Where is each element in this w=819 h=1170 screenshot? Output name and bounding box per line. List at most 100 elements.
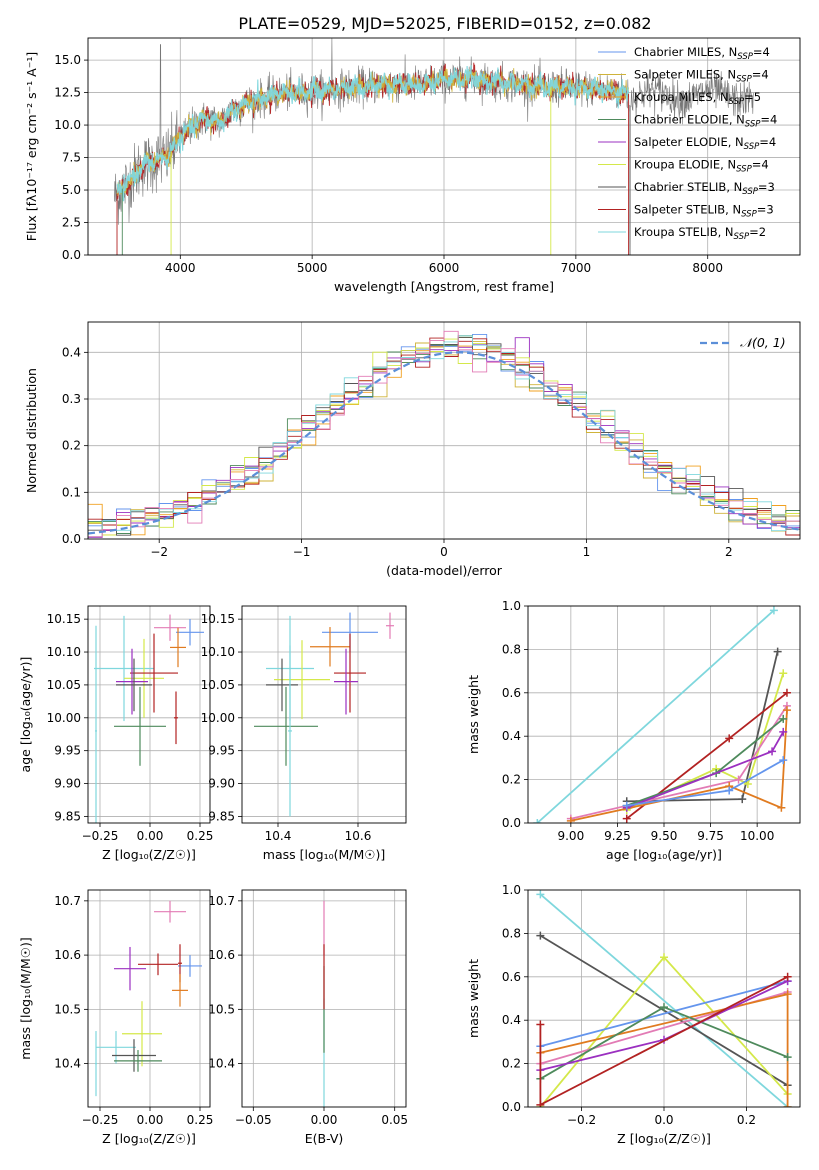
errorbar-point: [96, 1031, 136, 1064]
tick-label-x: 0.2: [737, 1113, 756, 1127]
tick-label-y: 0.2: [502, 1057, 521, 1071]
weight-series: [622, 714, 788, 810]
tick-label-y: 0.1: [62, 485, 81, 499]
errorbar-point: [154, 900, 186, 923]
weight-line: [626, 673, 785, 811]
errorbar-point: [122, 1001, 162, 1067]
y-axis-label: age [log₁₀(age/yr)]: [18, 657, 33, 773]
weight-marker: [743, 779, 752, 788]
tick-label-y: 15.0: [54, 53, 81, 67]
tick-label-y: 0.3: [62, 392, 81, 406]
grid: [528, 889, 800, 1108]
weight-marker: [725, 734, 734, 743]
tick-label-y: 0.6: [502, 970, 521, 984]
weight-line: [570, 710, 788, 822]
panel-age_vs_Z: −0.25 0.00 0.25 9.85 9.90 9.95 10.00 10.05 10.10…: [18, 605, 214, 862]
weight-marker: [536, 1020, 545, 1029]
x-axis-label: wavelength [Angstrom, rest frame]: [334, 279, 554, 294]
x-axis-label: Z [log₁₀(Z/Z☉)]: [102, 1131, 196, 1146]
legend: Chabrier MILES, NSSP=4 Salpeter MILES, NS…: [598, 45, 777, 242]
tick-label-x: 7000: [561, 261, 592, 275]
weight-marker: [622, 814, 631, 823]
tick-label-y: 10.5: [54, 1002, 81, 1016]
errorbar-point: [178, 955, 202, 977]
plot-area: [536, 890, 792, 1107]
panel-weight_vs_Z: −0.2 0.0 0.2 0.0 0.2 0.4 0.6 0.8 1.0 Z [log₁₀(Z/Z…: [466, 883, 801, 1146]
x-axis-label: Z [log₁₀(Z/Z☉)]: [617, 1131, 711, 1146]
axes-frame: [527, 889, 801, 1108]
weight-marker: [738, 795, 747, 804]
errorbar-point: [116, 648, 148, 715]
weight-marker: [768, 747, 777, 756]
axes-frame: [87, 321, 801, 540]
tick-label-y: 10.6: [54, 948, 81, 962]
plot-area: [114, 38, 754, 255]
weight-marker: [536, 931, 545, 940]
tick-label-y: 9.90: [54, 777, 81, 791]
errorbar-point: [254, 686, 318, 766]
plot-area: [88, 330, 800, 538]
errorbar-point: [114, 946, 146, 991]
tick-label-x: 10.6: [345, 829, 372, 843]
tick-label-x: −1: [293, 545, 311, 559]
tick-label-y: 10.4: [208, 1057, 235, 1071]
tick-label-x: 4000: [165, 261, 196, 275]
legend-entry: Kroupa ELODIE, NSSP=4: [634, 158, 769, 175]
errorbar-point: [114, 686, 166, 766]
errorbar-point: [114, 1050, 162, 1072]
legend: 𝒩(0, 1): [700, 335, 786, 350]
y-axis-label: mass weight: [466, 959, 481, 1038]
weight-marker: [779, 669, 788, 678]
axes-frame: [241, 605, 407, 824]
tick-label-y: 9.95: [54, 744, 81, 758]
errorbar-point: [172, 974, 188, 1007]
weight-marker: [783, 990, 792, 999]
weight-marker: [734, 775, 743, 784]
tick-label-y: 2.5: [62, 216, 81, 230]
tick-label-y: 0.4: [502, 1013, 521, 1027]
weight-series: [622, 756, 788, 810]
tick-label-x: 0.05: [381, 1113, 408, 1127]
weight-marker: [782, 706, 791, 715]
tick-label-x: −0.2: [567, 1113, 596, 1127]
tick-label-y: 1.0: [502, 599, 521, 613]
tick-label-x: −0.25: [82, 829, 119, 843]
normal-curve: [88, 351, 800, 535]
weight-marker: [782, 688, 791, 697]
tick-label-y: 9.85: [54, 809, 81, 823]
weight-marker: [536, 1100, 545, 1107]
legend-entry: Kroupa STELIB, NSSP=2: [634, 225, 766, 242]
grid: [242, 606, 406, 823]
weight-marker: [773, 647, 782, 656]
errorbar-point: [170, 627, 186, 668]
x-axis-label: mass [log₁₀(M/M☉)]: [263, 847, 385, 862]
legend-entry: Chabrier STELIB, NSSP=3: [634, 180, 775, 197]
weight-line: [540, 980, 788, 1048]
tick-label-y: 10.10: [47, 645, 81, 659]
tick-label-y: 12.5: [54, 86, 81, 100]
tick-label-x: −0.25: [82, 1113, 119, 1127]
plot-area: [95, 900, 202, 1097]
model-spectrum: [116, 65, 630, 202]
panel-residuals: −2 −1 0 1 2 0.0 0.1 0.2 0.3 0.4 (data-model)/error…: [24, 321, 801, 578]
tick-label-x: 0.0: [654, 1113, 673, 1127]
errorbar-point: [334, 633, 366, 713]
legend-entry: Salpeter MILES, NSSP=4: [634, 68, 769, 85]
weight-line: [539, 893, 789, 1107]
panel-mass_vs_EBV: −0.05 0.00 0.05 10.4 10.5 10.6 10.7 E(B-V): [208, 889, 408, 1146]
tick-label-y: 5.0: [62, 183, 81, 197]
weight-marker: [566, 816, 575, 823]
errorbar-point: [116, 658, 152, 712]
tick-label-x: 10.00: [740, 829, 774, 843]
tick-label-x: −2: [150, 545, 168, 559]
tick-label-y: 10.7: [208, 894, 235, 908]
tick-label-y: 10.00: [201, 711, 235, 725]
tick-label-y: 10.10: [201, 645, 235, 659]
panel-age_vs_mass: 10.4 10.6 9.85 9.90 9.95 10.00 10.05 10.10 10.15…: [201, 605, 407, 862]
errorbar-point: [266, 658, 298, 712]
errorbar-point: [176, 619, 204, 646]
tick-label-x: 0.25: [187, 829, 214, 843]
y-axis-label: mass [log₁₀(M/M☉)]: [18, 937, 33, 1059]
x-axis-label: (data-model)/error: [386, 563, 503, 578]
